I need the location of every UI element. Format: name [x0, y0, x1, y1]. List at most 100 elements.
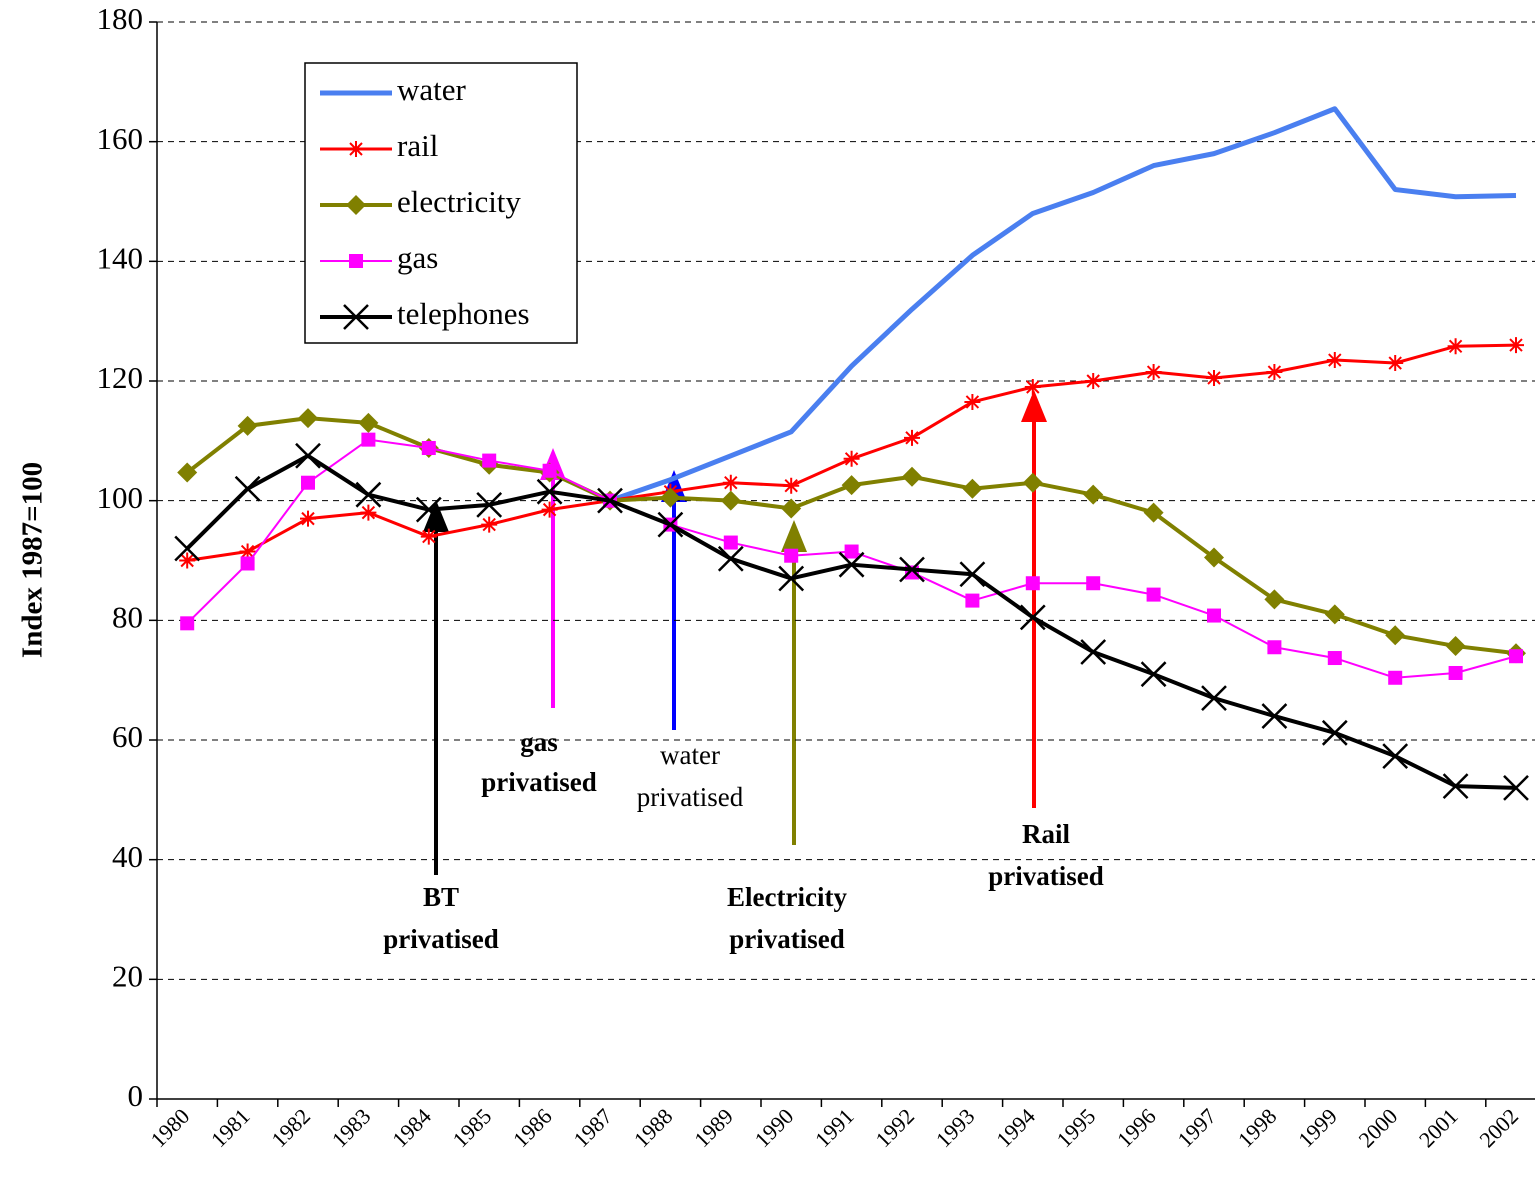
- marker: [1321, 719, 1348, 746]
- x-tick-label: 1991: [810, 1103, 859, 1152]
- marker: [179, 552, 196, 569]
- y-axis-title: Index 1987=100: [17, 462, 49, 658]
- marker: [542, 463, 557, 478]
- marker: [964, 393, 981, 410]
- y-tick-label: 160: [97, 121, 144, 156]
- x-tick-label: 1997: [1172, 1103, 1221, 1152]
- marker: [1385, 625, 1406, 646]
- legend: water rail electricity gas telephones: [304, 62, 578, 344]
- marker: [174, 535, 201, 562]
- marker: [959, 561, 986, 588]
- legend-label: electricity: [397, 184, 521, 219]
- marker: [421, 441, 436, 456]
- marker: [1140, 661, 1167, 688]
- x-tick-label: 1980: [146, 1103, 195, 1152]
- arrow-head: [781, 520, 807, 552]
- marker: [295, 442, 321, 469]
- marker: [657, 511, 684, 538]
- marker: [1448, 665, 1463, 680]
- annotation: water: [660, 740, 720, 770]
- marker: [298, 408, 318, 429]
- marker: [476, 491, 503, 518]
- marker: [415, 496, 442, 523]
- y-tick-label: 80: [112, 599, 143, 634]
- x-tick-label: 1995: [1052, 1103, 1101, 1152]
- x-tick-label: 1985: [448, 1103, 497, 1152]
- x-tick-label: 1989: [689, 1103, 738, 1152]
- marker: [536, 478, 563, 505]
- annotation: Rail: [1022, 819, 1071, 849]
- marker: [1267, 640, 1282, 655]
- annotation: privatised: [383, 924, 499, 954]
- x-tick-label: 2001: [1414, 1103, 1463, 1152]
- annotation: privatised: [637, 782, 744, 812]
- annotation: Electricity: [727, 882, 847, 912]
- marker: [962, 478, 983, 499]
- marker: [1201, 685, 1227, 712]
- x-tick-label: 1990: [750, 1103, 799, 1152]
- marker: [348, 141, 364, 157]
- marker: [1264, 589, 1285, 610]
- marker: [843, 450, 860, 467]
- marker: [723, 535, 738, 550]
- x-tick-label: 1998: [1233, 1103, 1282, 1152]
- marker: [899, 556, 925, 583]
- marker: [1503, 774, 1529, 801]
- legend-label: telephones: [397, 296, 530, 331]
- marker: [301, 475, 315, 490]
- marker: [1266, 364, 1283, 381]
- annotation: gas: [520, 727, 558, 757]
- x-tick-label: 2002: [1474, 1103, 1523, 1152]
- marker: [902, 466, 922, 487]
- marker: [722, 474, 739, 491]
- marker: [177, 462, 198, 483]
- marker: [1206, 370, 1222, 387]
- marker: [234, 475, 261, 502]
- marker: [1387, 355, 1404, 372]
- marker: [1145, 364, 1162, 381]
- marker: [346, 195, 366, 215]
- marker: [841, 475, 862, 496]
- marker: [1204, 547, 1224, 568]
- marker: [597, 487, 623, 514]
- marker: [355, 481, 382, 508]
- marker: [349, 254, 363, 268]
- marker: [1388, 670, 1403, 685]
- marker: [240, 556, 255, 571]
- x-tick-label: 1983: [327, 1103, 376, 1152]
- marker: [481, 516, 498, 533]
- marker: [1382, 743, 1409, 770]
- x-tick-label: 1984: [387, 1103, 436, 1152]
- marker: [360, 504, 377, 521]
- x-tick-label: 1993: [931, 1103, 980, 1152]
- y-tick-label: 60: [112, 719, 143, 754]
- series-line: [609, 106, 1517, 504]
- annotation: privatised: [481, 767, 597, 797]
- marker: [239, 543, 256, 560]
- y-tick-label: 40: [112, 839, 143, 874]
- x-tick-label: 1986: [508, 1103, 557, 1152]
- marker: [1086, 576, 1101, 591]
- x-tick-label: 1999: [1293, 1103, 1342, 1152]
- marker: [720, 490, 741, 511]
- marker: [343, 304, 369, 330]
- marker: [965, 593, 980, 608]
- annotation: privatised: [988, 861, 1104, 891]
- legend-label: rail: [397, 128, 438, 163]
- marker: [781, 498, 802, 519]
- annotation: privatised: [729, 924, 845, 954]
- marker: [237, 415, 258, 436]
- x-tick-label: 1987: [568, 1103, 617, 1152]
- marker: [1508, 337, 1524, 354]
- marker: [1509, 649, 1523, 664]
- marker: [778, 565, 805, 592]
- series-line: [185, 453, 1517, 790]
- marker: [541, 501, 558, 518]
- marker: [361, 432, 376, 447]
- marker: [358, 412, 379, 433]
- annotation: BT: [423, 882, 459, 912]
- marker: [1326, 352, 1343, 369]
- marker: [1024, 378, 1041, 395]
- marker: [1143, 502, 1164, 523]
